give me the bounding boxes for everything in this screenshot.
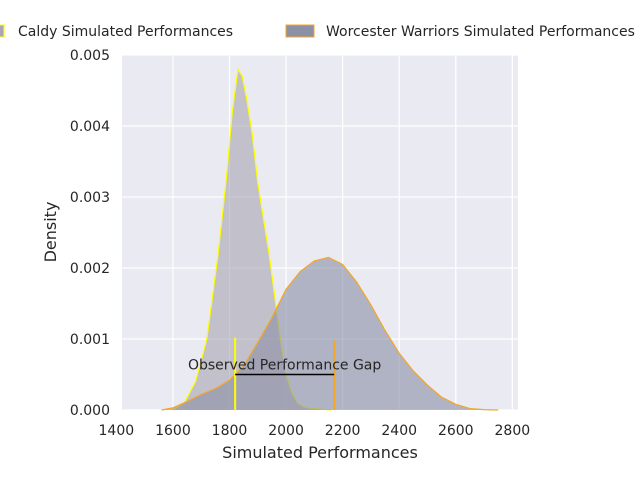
x-tick-label: 1800 [212,423,248,439]
observation-markers: Observed Performance Gap [188,337,381,410]
y-tick-label: 0.000 [70,403,110,419]
legend-swatch-worcester [285,24,315,38]
y-tick-label: 0.004 [70,119,110,135]
x-tick-label: 2800 [495,423,531,439]
density-areas [161,67,499,411]
legend-label-worcester: Worcester Warriors Simulated Performance… [326,24,635,40]
density-area-caldy [172,69,332,410]
y-tick-label: 0.005 [70,48,110,64]
tick-labels: 1400 1600 1800 2000 2200 2400 2600 2800 0.000 0.0… [70,48,530,439]
y-tick-label: 0.001 [70,332,110,348]
x-tick-label: 2200 [325,423,361,439]
legend: Caldy Simulated Performances Worcester W… [0,24,635,40]
gap-annotation: Observed Performance Gap [188,358,381,374]
density-curve-worcester [161,256,499,411]
x-tick-label: 1400 [99,423,135,439]
legend-label-caldy: Caldy Simulated Performances [18,24,233,40]
y-tick-label: 0.002 [70,261,110,277]
y-tick-label: 0.003 [70,190,110,206]
x-tick-label: 2400 [381,423,417,439]
x-axis-title: Simulated Performances [222,443,418,462]
x-tick-label: 2600 [438,423,474,439]
legend-swatch-caldy [0,24,5,38]
x-tick-label: 1600 [155,423,191,439]
x-tick-label: 2000 [268,423,304,439]
y-axis-title: Density [41,202,60,263]
